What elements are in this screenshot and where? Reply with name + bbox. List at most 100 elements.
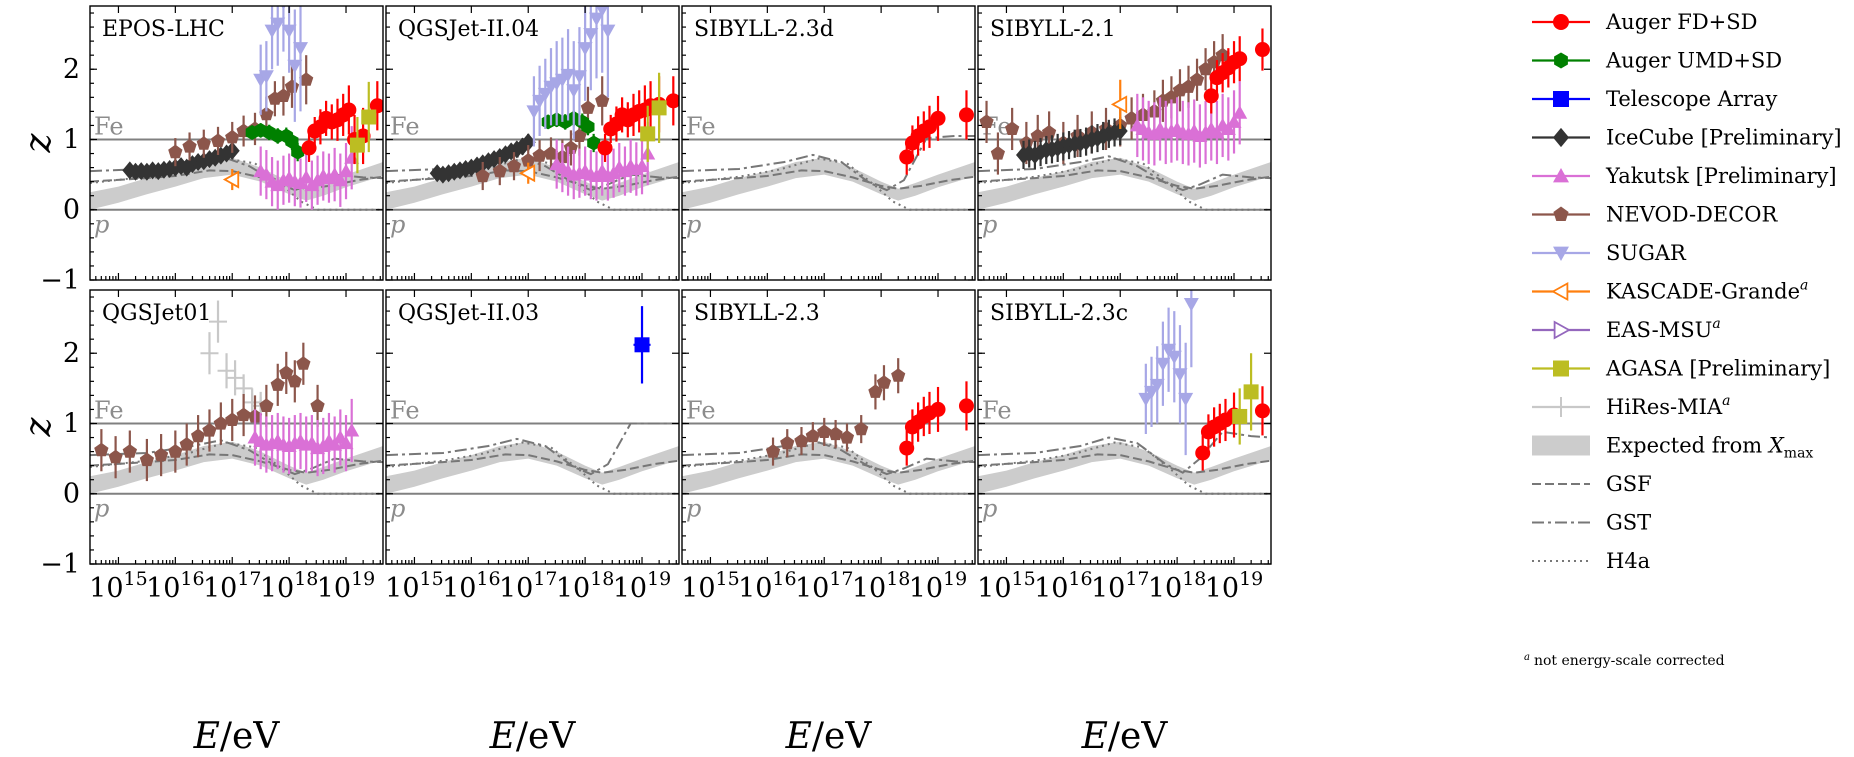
legend-entry-auger-fd-sd: Auger FD+SD — [1532, 10, 1758, 34]
panel-frame — [385, 289, 680, 565]
model-line-gsf — [682, 453, 975, 474]
legend-marker — [1553, 360, 1569, 377]
series-sugar — [1138, 290, 1199, 456]
data-point — [291, 144, 305, 160]
series-yakutsk-preliminary — [247, 398, 360, 477]
data-point — [1226, 114, 1242, 128]
plot-area: p Fe — [682, 358, 975, 523]
plot-area: p Fe — [386, 306, 679, 523]
data-point — [281, 6, 286, 10]
data-point — [168, 444, 183, 458]
data-point — [566, 84, 582, 98]
legend-label: Yakutsk [Preliminary] — [1605, 164, 1837, 188]
x-axis-label: E/eV — [785, 716, 873, 757]
plot-area: pFe — [386, 6, 679, 239]
data-point — [581, 119, 595, 135]
legend-marker — [1553, 168, 1569, 183]
data-point — [202, 423, 217, 437]
data-point — [634, 337, 650, 353]
panel-title: EPOS-LHC — [102, 17, 225, 42]
data-point — [259, 106, 274, 121]
data-point — [196, 136, 211, 150]
model-line-gst — [978, 430, 1271, 474]
series-icecube-preliminary — [122, 141, 240, 181]
data-point — [543, 146, 559, 160]
series-nevod-decor — [94, 342, 325, 482]
data-point — [361, 109, 377, 125]
reference-label-fe: Fe — [982, 396, 1012, 424]
data-point — [665, 93, 679, 109]
legend-label: NEVOD-DECOR — [1606, 203, 1778, 227]
series-nevod-decor — [168, 55, 314, 167]
x-tick-label: 1018 — [260, 568, 319, 604]
data-point — [287, 373, 302, 388]
legend-label: Auger UMD+SD — [1605, 49, 1782, 73]
legend-marker — [1553, 91, 1569, 107]
legend-label: AGASA [Preliminary] — [1605, 357, 1830, 381]
panel-title: SIBYLL-2.3c — [990, 301, 1128, 326]
data-point — [596, 6, 609, 18]
y-axis-label: z — [18, 132, 59, 153]
data-point — [1209, 124, 1225, 139]
panel-title: QGSJet-II.03 — [398, 301, 539, 326]
model-line-h4a — [978, 441, 1271, 495]
reference-label-p: p — [686, 495, 701, 523]
legend-label: H4a — [1606, 549, 1650, 573]
data-point — [1232, 105, 1248, 119]
x-axis-label: E/eV — [1081, 716, 1169, 757]
data-point — [270, 17, 286, 32]
reference-label-p: p — [390, 495, 405, 523]
data-point — [298, 169, 314, 184]
y-tick-label: 2 — [63, 54, 80, 85]
data-point — [526, 105, 542, 119]
model-line-gst — [682, 135, 975, 192]
y-tick-label: 0 — [63, 195, 80, 226]
data-point — [1019, 135, 1034, 150]
data-point — [200, 344, 219, 363]
series-yakutsk-preliminary — [549, 121, 656, 201]
data-point — [1005, 121, 1020, 135]
data-point — [243, 393, 262, 412]
data-point — [506, 158, 522, 173]
series-yakutsk-preliminary — [1129, 81, 1248, 168]
x-tick-label: 1015 — [89, 568, 148, 604]
data-point — [1232, 408, 1248, 424]
series-agasa-preliminary — [640, 72, 667, 162]
panel-frame — [681, 5, 976, 281]
panel-title: QGSJet01 — [102, 301, 211, 326]
expected-xmax-band — [90, 441, 383, 494]
x-tick-label: 1019 — [317, 568, 376, 604]
data-point — [209, 312, 228, 331]
data-point — [580, 100, 596, 114]
model-line-gst — [386, 422, 679, 476]
data-point — [301, 140, 317, 156]
data-point — [521, 153, 536, 167]
reference-label-fe: Fe — [686, 396, 716, 424]
reference-label-fe: Fe — [390, 396, 420, 424]
panel-title: SIBYLL-2.3d — [694, 17, 834, 42]
data-point — [108, 449, 123, 464]
expected-xmax-band — [978, 441, 1271, 494]
data-point — [281, 24, 297, 39]
legend-marker — [1553, 246, 1569, 261]
legend-entry-nevod-decor: NEVOD-DECOR — [1532, 203, 1778, 227]
plot-area: pFe — [978, 28, 1271, 239]
data-point — [634, 158, 650, 173]
legend-label: GST — [1606, 511, 1651, 535]
data-point — [1254, 403, 1270, 419]
data-point — [1232, 51, 1248, 67]
data-point — [179, 437, 194, 451]
data-point — [299, 72, 314, 86]
x-tick-label: 1015 — [977, 568, 1036, 604]
x-axis-label: E/eV — [489, 716, 577, 757]
data-point — [122, 444, 137, 458]
data-point — [805, 428, 820, 443]
data-point — [1195, 445, 1211, 461]
series-nevod-decor — [765, 358, 906, 466]
data-point — [563, 140, 578, 154]
data-point — [341, 102, 357, 118]
data-point — [285, 134, 299, 150]
